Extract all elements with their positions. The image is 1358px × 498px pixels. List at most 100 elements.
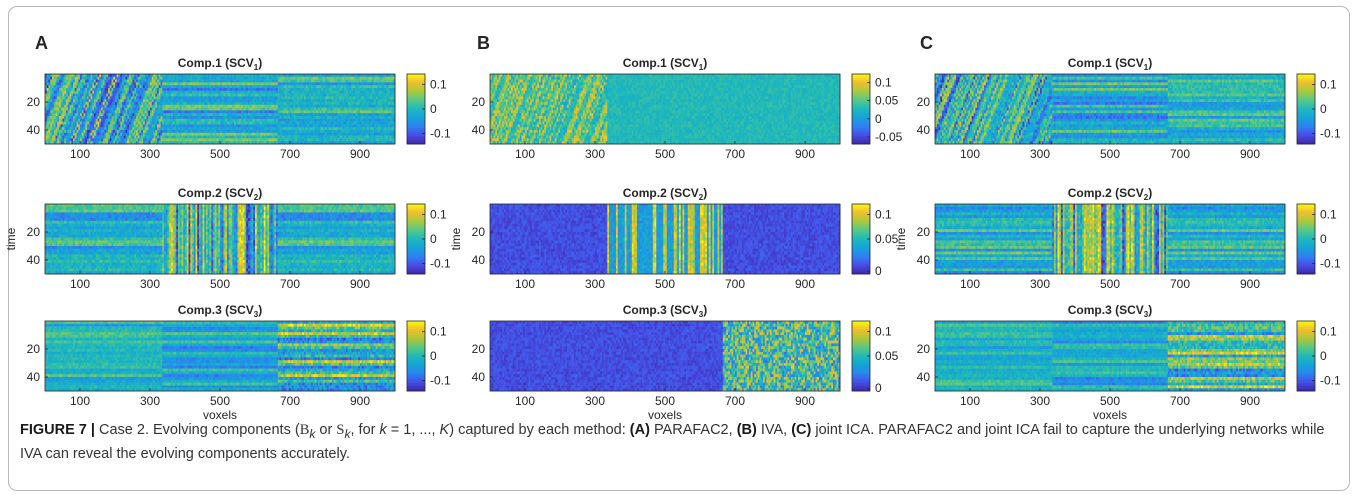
heatmap-cell	[334, 80, 336, 83]
heatmap-cell	[103, 80, 105, 83]
heatmap-cell	[353, 74, 355, 77]
heatmap-cell	[257, 80, 259, 83]
heatmap-cell	[295, 77, 297, 80]
heatmap-cell	[87, 80, 89, 83]
heatmap-cell	[59, 82, 61, 85]
heatmap-cell	[283, 80, 285, 83]
heatmap-cell	[96, 77, 98, 80]
heatmap-cell	[70, 82, 72, 85]
heatmap-cell	[129, 82, 131, 85]
heatmap-cell	[94, 74, 96, 77]
heatmap-cell	[199, 74, 201, 77]
heatmap-cell	[267, 80, 269, 83]
heatmap-cell	[71, 82, 73, 85]
heatmap-cell	[358, 80, 360, 83]
heatmap-cell	[134, 74, 136, 77]
heatmap-cell	[245, 74, 247, 77]
heatmap-cell	[85, 74, 87, 77]
heatmap-cell	[108, 80, 110, 83]
heatmap-cell	[236, 80, 238, 83]
heatmap-cell	[217, 77, 219, 80]
heatmap-cell	[54, 77, 56, 80]
heatmap-cell	[330, 77, 332, 80]
heatmap-cell	[269, 74, 271, 77]
heatmap-cell	[222, 80, 224, 83]
heatmap-cell	[320, 80, 322, 83]
heatmap-cell	[206, 74, 208, 77]
heatmap-cell	[253, 80, 255, 83]
heatmap-cell	[138, 80, 140, 83]
heatmap-cell	[197, 82, 199, 85]
heatmap-cell	[252, 77, 254, 80]
heatmap-cell	[239, 74, 241, 77]
heatmap-cell	[50, 82, 52, 85]
heatmap-cell	[390, 77, 392, 80]
heatmap-cell	[47, 80, 49, 83]
heatmap-cell	[56, 82, 58, 85]
heatmap-cell	[351, 77, 353, 80]
heatmap-cell	[196, 77, 198, 80]
heatmap-cell	[211, 74, 213, 77]
heatmap-cell	[224, 82, 226, 85]
heatmap-cell	[318, 80, 320, 83]
heatmap-cell	[152, 77, 154, 80]
heatmap-cell	[281, 77, 283, 80]
heatmap-cell	[192, 82, 194, 85]
heatmap-cell	[152, 80, 154, 83]
heatmap-cell	[323, 74, 325, 77]
heatmap-cell	[143, 77, 145, 80]
heatmap-cell	[325, 77, 327, 80]
heatmap-cell	[199, 77, 201, 80]
heatmap-cell	[80, 82, 82, 85]
heatmap-cell	[294, 77, 296, 80]
heatmap-cell	[358, 74, 360, 77]
heatmap-cell	[215, 82, 217, 85]
heatmap-cell	[173, 77, 175, 80]
heatmap-cell	[337, 77, 339, 80]
heatmap-cell	[189, 74, 191, 77]
heatmap-cell	[61, 77, 63, 80]
heatmap-cell	[215, 74, 217, 77]
heatmap-cell	[220, 77, 222, 80]
heatmap-cell	[381, 77, 383, 80]
heatmap-cell	[105, 82, 107, 85]
heatmap-cell	[383, 74, 385, 77]
heatmap-cell	[96, 82, 98, 85]
heatmap-cell	[126, 74, 128, 77]
heatmap-cell	[255, 77, 257, 80]
heatmap-cell	[218, 80, 220, 83]
heatmap-cell	[187, 82, 189, 85]
heatmap-cell	[49, 77, 51, 80]
heatmap-cell	[124, 77, 126, 80]
heatmap-cell	[288, 74, 290, 77]
heatmap-cell	[238, 77, 240, 80]
heatmap-cell	[371, 74, 373, 77]
heatmap-cell	[329, 77, 331, 80]
heatmap-cell	[120, 77, 122, 80]
heatmap-cell	[322, 77, 324, 80]
heatmap-cell	[154, 80, 156, 83]
heatmap-cell	[71, 80, 73, 83]
heatmap-cell	[138, 77, 140, 80]
heatmap-cell	[287, 77, 289, 80]
heatmap-cell	[255, 74, 257, 77]
heatmap-cell	[152, 74, 154, 77]
heatmap-cell	[134, 80, 136, 83]
heatmap-cell	[374, 77, 376, 80]
heatmap-cell	[183, 77, 185, 80]
heatmap-cell	[374, 74, 376, 77]
heatmap-cell	[185, 74, 187, 77]
heatmap-cell	[292, 80, 294, 83]
heatmap-cell	[348, 80, 350, 83]
heatmap-cell	[120, 74, 122, 77]
heatmap-cell	[147, 77, 149, 80]
heatmap-cell	[126, 77, 128, 80]
heatmap-cell	[316, 77, 318, 80]
heatmap-cell	[148, 82, 150, 85]
heatmap-cell	[385, 77, 387, 80]
heatmap-cell	[236, 74, 238, 77]
heatmap-cell	[77, 74, 79, 77]
heatmap-cell	[169, 77, 171, 80]
heatmap-cell	[112, 74, 114, 77]
heatmap-cell	[175, 82, 177, 85]
